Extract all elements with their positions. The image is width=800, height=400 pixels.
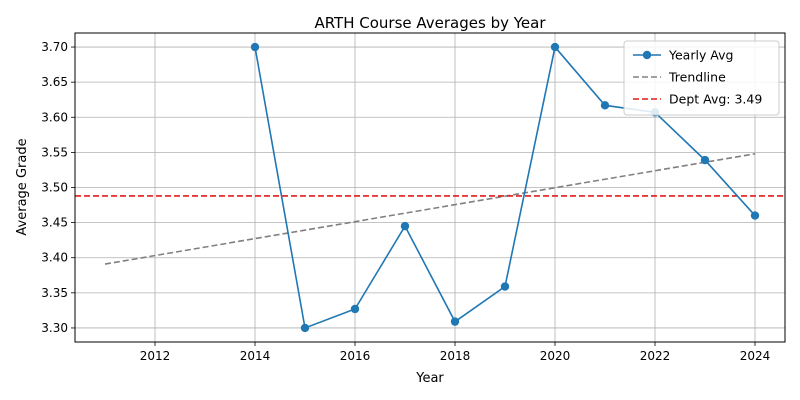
- y-tick-label: 3.30: [41, 321, 68, 335]
- legend-box: [623, 40, 780, 116]
- x-tick-label: 2014: [240, 349, 271, 363]
- y-tick-label: 3.65: [41, 75, 68, 89]
- yearly-avg-point: [450, 317, 460, 326]
- trendline: [104, 153, 756, 265]
- legend-label: Trendline: [668, 70, 726, 85]
- yearly-avg-point: [750, 211, 760, 220]
- plot-area: [75, 42, 785, 333]
- yearly-avg-point: [500, 282, 510, 291]
- x-tick-label: 2018: [440, 349, 471, 363]
- x-tick-label: 2016: [340, 349, 371, 363]
- yearly-avg-point: [700, 155, 710, 165]
- x-axis: 2012 2014 2016 2018 2020 2022 2024: [140, 342, 771, 363]
- legend: Yearly Avg Trendline Dept Avg: 3.49: [623, 40, 780, 116]
- x-tick-label: 2012: [140, 349, 171, 363]
- y-tick-label: 3.70: [41, 40, 68, 54]
- yearly-avg-point: [300, 323, 310, 333]
- yearly-avg-point: [400, 221, 410, 231]
- x-tick-label: 2022: [640, 349, 671, 363]
- yearly-avg-point: [600, 101, 610, 110]
- yearly-avg-point: [550, 42, 560, 52]
- legend-marker: [642, 50, 652, 60]
- legend-label: Yearly Avg: [668, 48, 733, 63]
- x-tick-label: 2024: [740, 349, 771, 363]
- y-tick-label: 3.40: [41, 251, 68, 265]
- y-axis-label: Average Grade: [15, 138, 30, 235]
- y-tick-label: 3.35: [41, 286, 68, 300]
- y-tick-label: 3.55: [41, 145, 68, 159]
- chart-title: ARTH Course Averages by Year: [314, 14, 546, 32]
- yearly-avg-point: [250, 42, 260, 52]
- y-tick-label: 3.45: [41, 216, 68, 230]
- yearly-avg-point: [350, 304, 360, 314]
- legend-label: Dept Avg: 3.49: [669, 92, 762, 107]
- x-axis-label: Year: [415, 371, 444, 386]
- y-tick-label: 3.60: [41, 110, 68, 124]
- y-axis: 3.30 3.35 3.40 3.45 3.50 3.55 3.60 3.65 3.70: [41, 40, 75, 335]
- y-tick-label: 3.50: [41, 181, 68, 195]
- x-tick-label: 2020: [540, 349, 571, 363]
